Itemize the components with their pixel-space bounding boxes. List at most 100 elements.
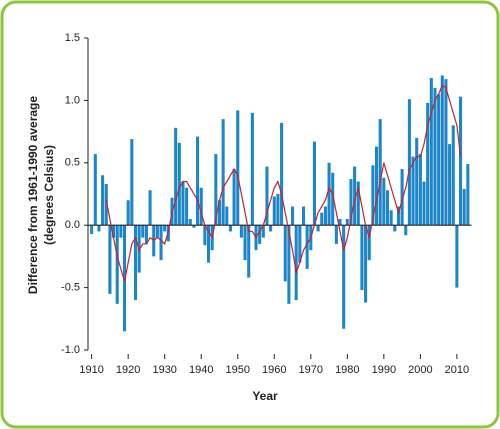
trend-line — [105, 84, 462, 282]
bar — [261, 225, 265, 238]
bar — [294, 225, 298, 301]
y-tick-label: -0.5 — [61, 282, 80, 294]
bar — [323, 206, 327, 226]
bar — [287, 225, 291, 304]
bar — [290, 206, 295, 226]
bar — [345, 218, 349, 226]
bar — [342, 225, 346, 329]
bar — [338, 218, 342, 226]
bar — [437, 94, 441, 226]
bar — [396, 206, 400, 226]
bar — [104, 184, 108, 226]
bar — [232, 169, 236, 226]
bar — [185, 187, 189, 226]
bar — [265, 166, 269, 226]
bar — [429, 77, 433, 226]
bar — [181, 181, 185, 226]
x-tick-label: 2010 — [445, 364, 469, 376]
bar — [130, 139, 134, 226]
bar — [334, 225, 338, 244]
bar — [418, 154, 422, 226]
bar — [108, 225, 112, 294]
bar — [440, 75, 444, 226]
bar — [206, 225, 211, 263]
bar — [177, 142, 181, 226]
bar — [389, 210, 393, 226]
bar — [378, 119, 382, 226]
bar — [112, 225, 116, 238]
x-tick-label: 2000 — [408, 364, 432, 376]
bar — [320, 212, 324, 226]
bar — [448, 144, 452, 226]
bar — [349, 179, 353, 226]
bar — [360, 225, 364, 291]
y-tick-label: 1.5 — [65, 32, 80, 44]
bar — [236, 110, 240, 226]
bar — [276, 194, 280, 226]
bar — [353, 166, 357, 226]
bar — [280, 122, 284, 226]
bar — [101, 175, 105, 226]
y-axis-title: (degrees Celsius) — [42, 145, 56, 245]
bar — [301, 206, 306, 226]
bar — [126, 200, 130, 226]
bar — [415, 137, 419, 226]
bar — [385, 190, 390, 226]
bar — [462, 189, 466, 226]
bar — [331, 172, 335, 226]
x-tick-label: 1920 — [116, 364, 140, 376]
x-tick-label: 1990 — [372, 364, 396, 376]
bar — [163, 225, 167, 232]
x-tick-label: 1960 — [262, 364, 286, 376]
x-tick-label: 1950 — [226, 364, 250, 376]
bar — [356, 181, 360, 226]
bar — [305, 225, 309, 269]
bar — [199, 187, 203, 226]
bar — [371, 165, 375, 226]
bar — [243, 225, 247, 261]
bar — [225, 206, 229, 226]
bar — [258, 225, 262, 244]
bar — [316, 225, 320, 232]
bar — [269, 225, 273, 232]
x-tick-label: 1970 — [299, 364, 323, 376]
bar — [375, 146, 379, 226]
bar — [133, 225, 138, 301]
bar — [466, 164, 470, 226]
bar — [228, 225, 232, 232]
bar — [239, 225, 243, 238]
bar — [404, 225, 408, 236]
bar — [155, 225, 159, 238]
bar — [141, 225, 145, 238]
y-axis-title: Difference from 1961-1990 average — [26, 96, 40, 294]
bar — [217, 200, 222, 226]
y-tick-label: 0.5 — [65, 157, 80, 169]
bar — [250, 112, 254, 226]
bar — [90, 225, 94, 234]
bar — [312, 141, 316, 226]
bar — [364, 225, 368, 303]
bar — [433, 87, 437, 226]
bar — [188, 218, 192, 226]
bar — [327, 162, 331, 226]
bar — [148, 190, 152, 226]
y-tick-label: -1.0 — [61, 344, 80, 356]
bar — [192, 225, 196, 228]
bar — [196, 136, 200, 226]
bar — [97, 225, 101, 232]
bar — [459, 96, 463, 226]
bar — [159, 225, 163, 261]
x-tick-label: 1910 — [79, 364, 103, 376]
bar — [426, 102, 430, 226]
y-tick-label: 1.0 — [65, 94, 80, 106]
bar — [144, 225, 148, 244]
y-tick-label: 0.0 — [65, 219, 80, 231]
bar — [411, 156, 415, 226]
bar — [444, 79, 448, 226]
bar — [400, 169, 404, 226]
bar — [382, 177, 386, 226]
x-axis-title: Year — [252, 389, 278, 403]
bar — [119, 225, 123, 238]
bar — [272, 196, 276, 226]
